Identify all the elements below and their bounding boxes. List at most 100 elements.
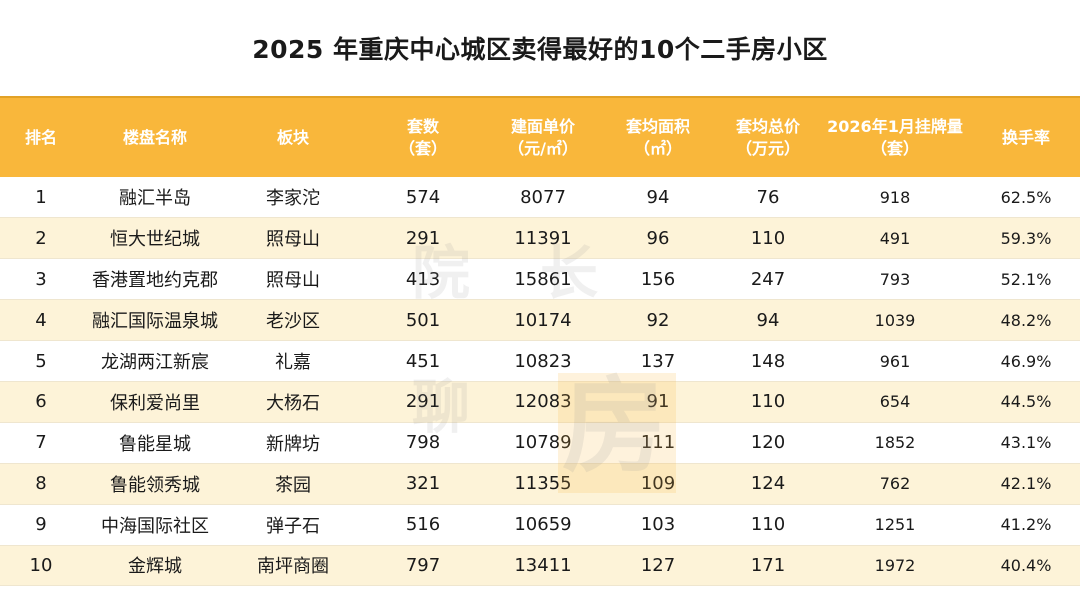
turnover-cell: 48.2% [972,299,1080,342]
price-cell: 10789 [488,422,598,464]
total-cell: 247 [718,258,818,301]
district-cell: 李家沱 [228,177,358,219]
listing-cell: 654 [818,381,972,423]
price-cell: 10174 [488,299,598,342]
price-cell: 10823 [488,340,598,382]
total-cell: 171 [718,545,818,587]
ranking-table: 排名 楼盘名称 板块 套数 （套） 建面单价 （元/㎡） 套均面积 （㎡） 套均… [0,96,1080,587]
count-cell: 798 [358,422,488,464]
name-cell: 鲁能星城 [82,422,228,464]
area-cell: 137 [598,340,718,382]
turnover-cell: 42.1% [972,463,1080,505]
rank-cell: 6 [0,381,82,423]
turnover-cell: 40.4% [972,545,1080,587]
header-rank-label: 排名 [24,127,57,147]
header-name-label: 楼盘名称 [122,127,187,147]
count-cell: 501 [358,299,488,342]
area-cell: 96 [598,217,718,260]
rank-cell: 3 [0,258,82,301]
total-cell: 110 [718,504,818,546]
header-turnover: 换手率 [972,96,1080,177]
rank-cell: 5 [0,340,82,382]
name-cell: 融汇国际温泉城 [82,299,228,342]
rank-cell: 1 [0,177,82,219]
table-row: 6 保利爱尚里 大杨石 291 12083 91 110 654 44.5% [0,381,1080,423]
rank-cell: 8 [0,463,82,505]
price-cell: 11391 [488,217,598,260]
header-total-unit: （万元） [735,138,800,158]
district-cell: 新牌坊 [228,422,358,464]
turnover-cell: 41.2% [972,504,1080,546]
area-cell: 156 [598,258,718,301]
header-listing-unit: （套） [870,138,919,158]
count-cell: 451 [358,340,488,382]
total-cell: 120 [718,422,818,464]
header-listing-label: 2026年1月挂牌量 [827,116,963,136]
area-cell: 111 [598,422,718,464]
header-count: 套数 （套） [358,96,488,177]
district-cell: 茶园 [228,463,358,505]
table-row: 10 金辉城 南坪商圈 797 13411 127 171 1972 40.4% [0,545,1080,587]
header-district-label: 板块 [276,127,309,147]
area-cell: 91 [598,381,718,423]
table-row: 9 中海国际社区 弹子石 516 10659 103 110 1251 41.2% [0,504,1080,546]
turnover-cell: 52.1% [972,258,1080,301]
total-cell: 76 [718,177,818,219]
price-cell: 15861 [488,258,598,301]
price-cell: 10659 [488,504,598,546]
table-row: 5 龙湖两江新宸 礼嘉 451 10823 137 148 961 46.9% [0,340,1080,382]
header-price: 建面单价 （元/㎡） [488,96,598,177]
count-cell: 291 [358,217,488,260]
header-area-label: 套均面积 [625,116,690,136]
header-rank: 排名 [0,96,82,177]
price-cell: 13411 [488,545,598,587]
area-cell: 94 [598,177,718,219]
rank-cell: 2 [0,217,82,260]
name-cell: 香港置地约克郡 [82,258,228,301]
listing-cell: 1251 [818,504,972,546]
area-cell: 127 [598,545,718,587]
area-cell: 109 [598,463,718,505]
area-cell: 103 [598,504,718,546]
header-turnover-label: 换手率 [1001,127,1050,147]
district-cell: 礼嘉 [228,340,358,382]
listing-cell: 762 [818,463,972,505]
district-cell: 弹子石 [228,504,358,546]
total-cell: 94 [718,299,818,342]
header-row: 排名 楼盘名称 板块 套数 （套） 建面单价 （元/㎡） 套均面积 （㎡） 套均… [0,96,1080,177]
name-cell: 龙湖两江新宸 [82,340,228,382]
table-row: 1 融汇半岛 李家沱 574 8077 94 76 918 62.5% [0,177,1080,219]
turnover-cell: 59.3% [972,217,1080,260]
count-cell: 516 [358,504,488,546]
total-cell: 110 [718,381,818,423]
rank-cell: 4 [0,299,82,342]
table-row: 4 融汇国际温泉城 老沙区 501 10174 92 94 1039 48.2% [0,299,1080,342]
table-row: 2 恒大世纪城 照母山 291 11391 96 110 491 59.3% [0,217,1080,260]
name-cell: 鲁能领秀城 [82,463,228,505]
total-cell: 148 [718,340,818,382]
header-area: 套均面积 （㎡） [598,96,718,177]
area-cell: 92 [598,299,718,342]
header-price-unit: （元/㎡） [508,138,578,158]
rank-cell: 9 [0,504,82,546]
rank-cell: 10 [0,545,82,587]
rank-cell: 7 [0,422,82,464]
header-count-unit: （套） [398,138,447,158]
page-title: 2025 年重庆中心城区卖得最好的10个二手房小区 [252,35,828,64]
listing-cell: 793 [818,258,972,301]
price-cell: 12083 [488,381,598,423]
turnover-cell: 43.1% [972,422,1080,464]
name-cell: 恒大世纪城 [82,217,228,260]
district-cell: 南坪商圈 [228,545,358,587]
district-cell: 照母山 [228,258,358,301]
count-cell: 413 [358,258,488,301]
name-cell: 中海国际社区 [82,504,228,546]
price-cell: 11355 [488,463,598,505]
header-listing: 2026年1月挂牌量 （套） [818,96,972,177]
turnover-cell: 46.9% [972,340,1080,382]
district-cell: 大杨石 [228,381,358,423]
header-area-unit: （㎡） [633,138,682,158]
table-row: 3 香港置地约克郡 照母山 413 15861 156 247 793 52.1% [0,258,1080,301]
district-cell: 照母山 [228,217,358,260]
header-count-label: 套数 [406,116,439,136]
